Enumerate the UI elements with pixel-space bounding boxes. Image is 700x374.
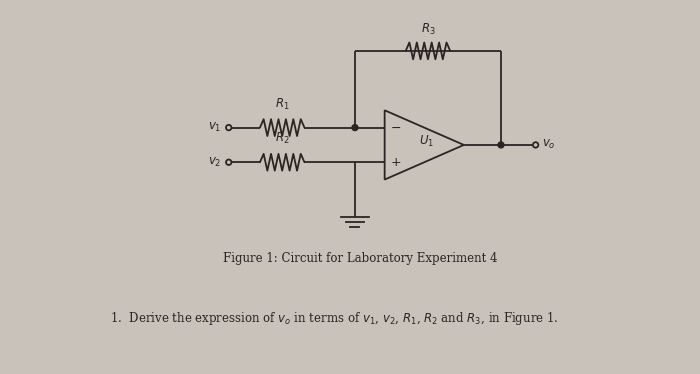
Text: $R_2$: $R_2$ bbox=[275, 131, 290, 146]
Text: $U_1$: $U_1$ bbox=[419, 134, 434, 149]
Text: $R_3$: $R_3$ bbox=[421, 22, 435, 37]
Text: $R_1$: $R_1$ bbox=[275, 96, 290, 112]
Text: $+$: $+$ bbox=[390, 156, 401, 169]
Text: $v_2$: $v_2$ bbox=[208, 156, 221, 169]
Text: 1.  Derive the expression of $v_o$ in terms of $v_1$, $v_2$, $R_1$, $R_2$ and $R: 1. Derive the expression of $v_o$ in ter… bbox=[110, 310, 559, 327]
Text: $-$: $-$ bbox=[390, 121, 401, 134]
Text: Figure 1: Circuit for Laboratory Experiment 4: Figure 1: Circuit for Laboratory Experim… bbox=[223, 252, 497, 265]
Circle shape bbox=[498, 142, 504, 148]
Text: $v_o$: $v_o$ bbox=[542, 138, 555, 151]
Text: $v_1$: $v_1$ bbox=[208, 121, 221, 134]
Circle shape bbox=[352, 125, 358, 131]
